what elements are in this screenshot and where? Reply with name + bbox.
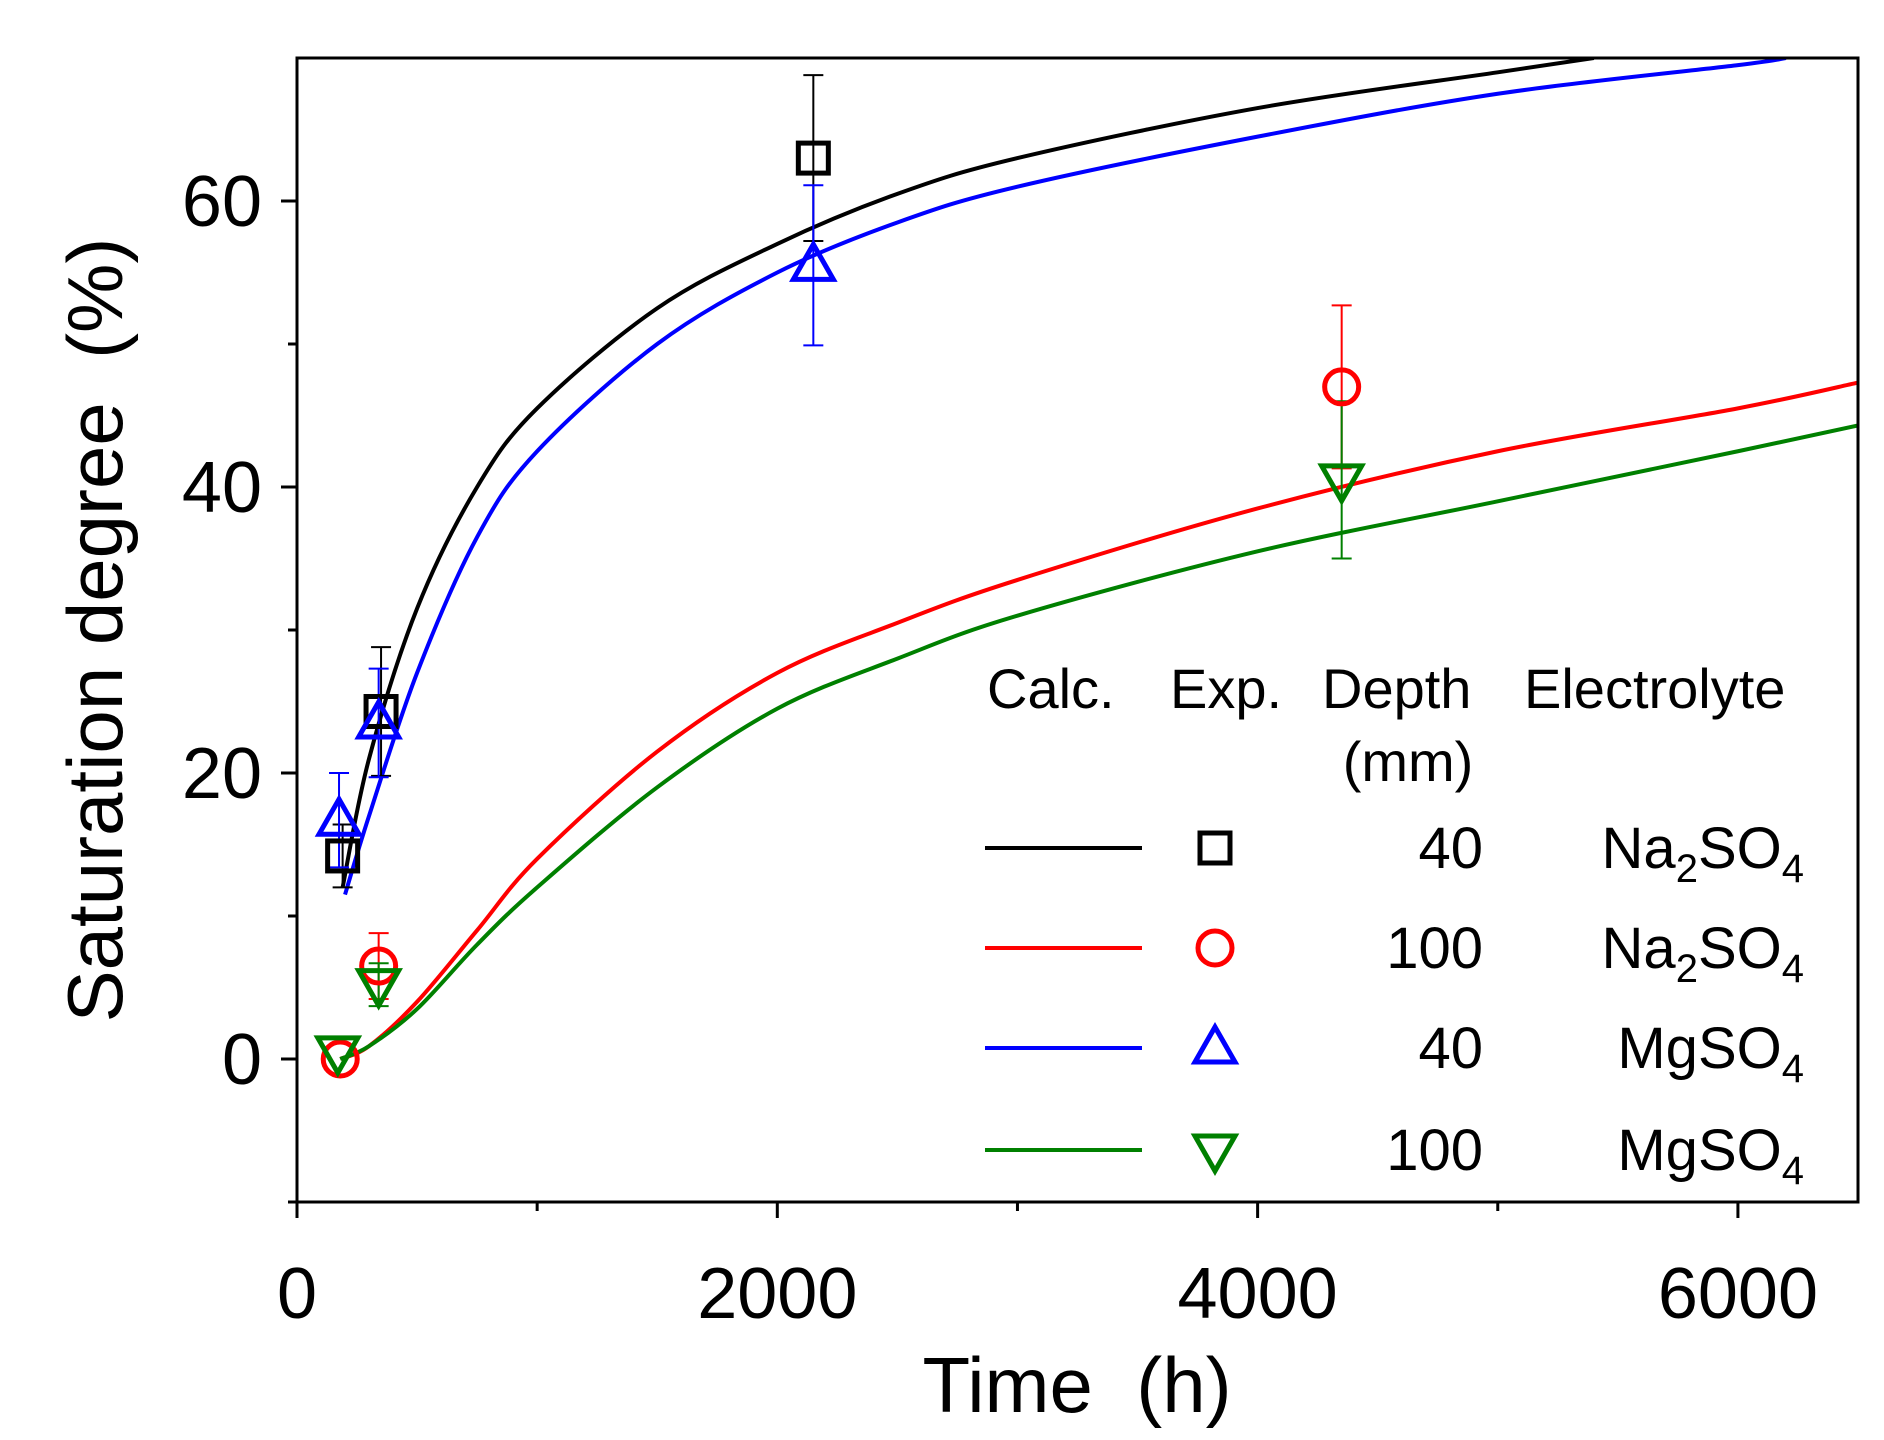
data-point-1-2 <box>1322 367 1362 407</box>
data-point-3-0 <box>313 1035 363 1078</box>
x-tick-label: 6000 <box>1658 1254 1818 1334</box>
data-point-3-2 <box>1317 463 1366 506</box>
legend-header-calc: Calc. <box>987 657 1115 720</box>
calc-curve-0 <box>340 58 1595 888</box>
data-point-0-2 <box>795 140 831 176</box>
x-tick-label: 0 <box>277 1254 317 1334</box>
calculated-curves <box>339 58 1858 1061</box>
y-tick-label: 20 <box>182 734 262 814</box>
legend-rows: 40 Na2SO4 100 Na2SO4 40 MgSO4 100 MgSO4 <box>985 816 1804 1193</box>
data-point-3-1 <box>354 968 403 1011</box>
calc-curve-3 <box>339 423 1858 1061</box>
experimental-markers <box>313 140 1366 1079</box>
legend-marker-2 <box>1190 1021 1240 1065</box>
data-point-2-2 <box>789 239 838 282</box>
legend-electrolyte-3: MgSO4 <box>1617 1118 1804 1193</box>
y-tick-label: 0 <box>222 1020 262 1100</box>
y-axis-label: Saturation degree (%) <box>51 238 139 1023</box>
legend-electrolyte-1: Na2SO4 <box>1602 916 1804 991</box>
data-point-1-1 <box>359 946 399 986</box>
legend-electrolyte-2: MgSO4 <box>1617 1016 1804 1091</box>
legend-depth-0: 40 <box>1418 816 1483 881</box>
calc-curve-1 <box>339 380 1858 1061</box>
legend-header-electrolyte: Electrolyte <box>1524 657 1785 720</box>
calc-curve-2 <box>343 58 1787 896</box>
y-tick-label: 40 <box>182 448 262 528</box>
legend-marker-1 <box>1195 928 1235 968</box>
data-point-2-0 <box>314 794 364 837</box>
legend-marker-3 <box>1190 1133 1240 1177</box>
y-axis-ticks: 0 20 40 60 <box>182 162 297 1204</box>
data-point-1-0 <box>320 1039 360 1079</box>
x-tick-label: 2000 <box>697 1254 857 1334</box>
legend-depth-3: 100 <box>1386 1118 1483 1183</box>
x-axis-ticks: 0 2000 4000 6000 <box>277 1202 1818 1334</box>
legend-electrolyte-0: Na2SO4 <box>1602 816 1804 891</box>
y-tick-label: 60 <box>182 162 262 242</box>
legend-header-exp: Exp. <box>1170 657 1282 720</box>
legend-depth-1: 100 <box>1386 916 1483 981</box>
error-bars <box>329 74 1352 1008</box>
data-point-0-0 <box>325 838 361 874</box>
legend-header-unit: (mm) <box>1343 730 1474 793</box>
legend-depth-2: 40 <box>1418 1016 1483 1081</box>
legend-marker-0 <box>1197 830 1233 866</box>
legend: Calc. Exp. Depth Electrolyte (mm) 40 Na2S… <box>985 657 1804 1193</box>
data-point-0-1 <box>363 694 399 730</box>
x-axis-label: Time (h) <box>922 1341 1231 1429</box>
data-point-2-1 <box>354 696 403 740</box>
legend-header-depth: Depth <box>1322 657 1471 720</box>
x-tick-label: 4000 <box>1178 1254 1338 1334</box>
